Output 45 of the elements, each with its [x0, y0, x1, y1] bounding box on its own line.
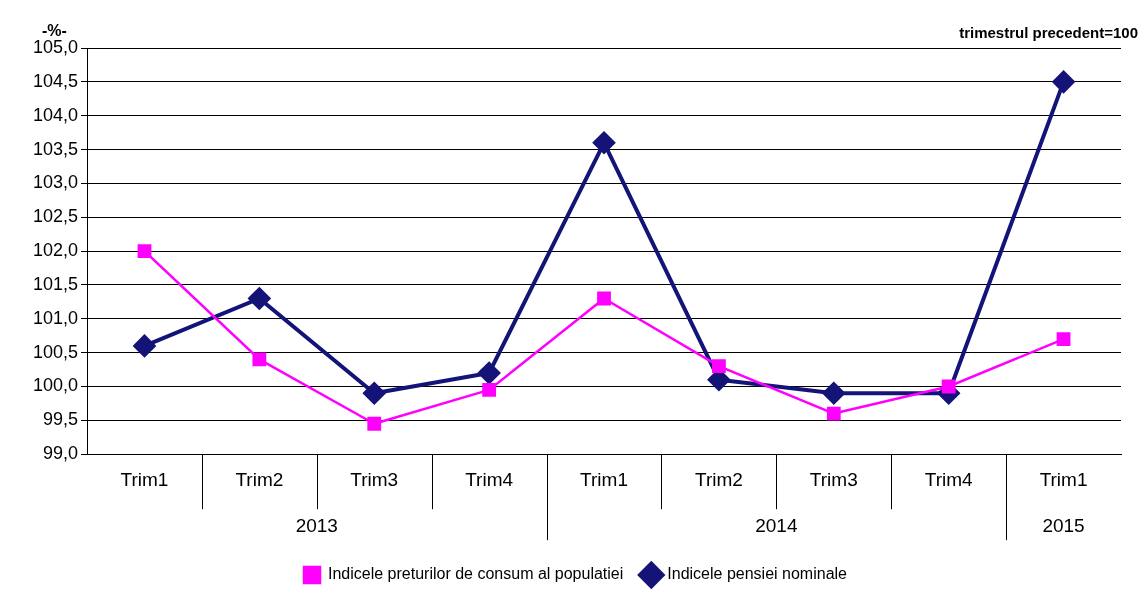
text: 2014	[755, 515, 798, 537]
point	[367, 416, 382, 431]
point	[482, 382, 497, 397]
y-tick-label: 100,0	[33, 375, 79, 396]
x-tick-label: Trim3	[350, 468, 399, 490]
point	[712, 359, 726, 374]
point	[248, 287, 271, 310]
y-tick-label: 103,0	[33, 172, 79, 193]
point	[1056, 332, 1071, 347]
text: 2015	[1042, 515, 1085, 537]
y-tick-label: 99,0	[43, 443, 79, 464]
point	[133, 334, 156, 357]
y-tick-label: 102,0	[33, 240, 79, 261]
x-tick-label: Trim2	[694, 468, 743, 490]
chart-subtitle: trimestrul precedent=100	[959, 24, 1138, 41]
point	[822, 382, 845, 405]
point	[941, 379, 956, 394]
y-tick-label: 105,0	[33, 36, 79, 57]
y-tick-label: 102,5	[33, 206, 79, 227]
x-tick-label: Trim4	[465, 468, 514, 490]
point	[1052, 70, 1075, 93]
x-tick-label: Trim1	[120, 468, 169, 490]
y-tick-label: 100,5	[33, 341, 79, 362]
y-tick-label: 99,5	[43, 409, 79, 430]
point	[478, 361, 501, 384]
point	[252, 352, 267, 367]
y-axis-title: -%-	[42, 22, 67, 39]
x-tick-label: Trim1	[1039, 468, 1088, 490]
y-tick-label: 104,0	[33, 104, 79, 125]
point	[363, 382, 386, 405]
y-tick-label: 104,5	[33, 70, 79, 91]
legend-label: Indicele preturilor de consum al populatiei	[328, 565, 624, 583]
y-tick-label: 101,5	[33, 273, 79, 294]
x-tick-label: Trim2	[235, 468, 284, 490]
point	[826, 406, 841, 421]
text: 2013	[295, 515, 338, 537]
point	[593, 131, 616, 154]
y-tick-label: 103,5	[33, 138, 79, 159]
point	[597, 291, 611, 306]
x-tick-label: Trim1	[580, 468, 628, 490]
x-tick-label: Trim3	[809, 468, 858, 490]
y-tick-label: 101,0	[33, 307, 79, 328]
point	[137, 244, 152, 259]
x-tick-label: Trim4	[924, 468, 974, 490]
legend-label: Indicele pensiei nominale	[667, 565, 848, 583]
